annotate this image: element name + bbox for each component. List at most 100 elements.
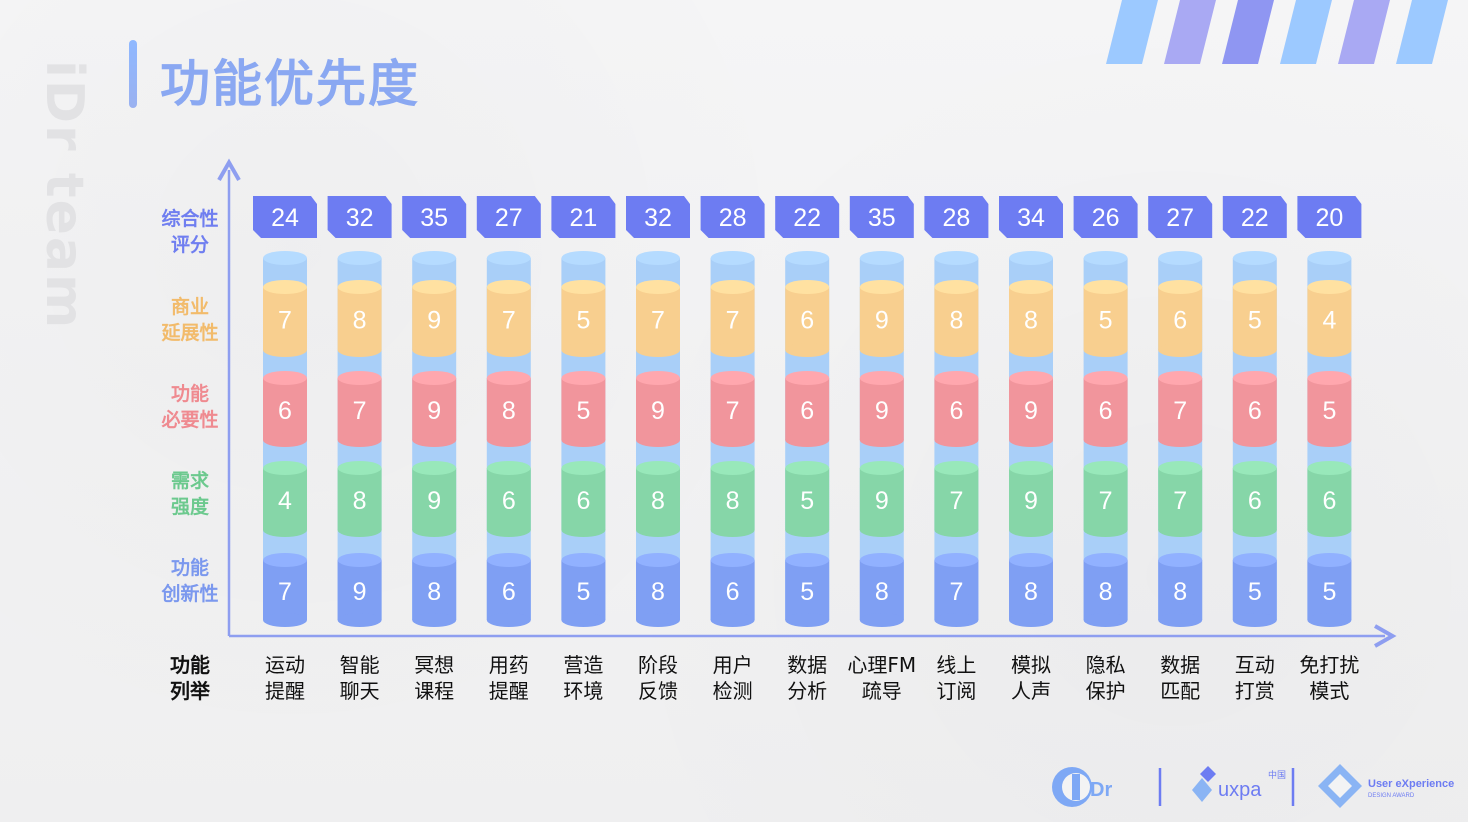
ued-logo: User eXperience DESIGN AWARD xyxy=(1318,764,1454,808)
tube-cap xyxy=(710,251,755,265)
footer-logos: Dr uxpa 中国 User eXperience DESIGN AWARD xyxy=(1052,764,1454,808)
necessity-value: 9 xyxy=(875,397,889,425)
necessity-segment-top xyxy=(337,371,382,385)
innovation-segment-top xyxy=(263,553,307,567)
necessity-segment-top xyxy=(785,371,830,385)
demand-value: 8 xyxy=(651,487,665,515)
demand-segment xyxy=(412,468,457,530)
column-10: 34 8 9 9 8 xyxy=(999,196,1063,627)
tube-cap xyxy=(1158,251,1203,265)
score-label: 35 xyxy=(868,204,896,232)
feature-name-line: 检测 xyxy=(712,679,753,703)
commercial-value: 7 xyxy=(278,307,292,335)
commercial-segment-top xyxy=(412,280,457,294)
innovation-segment-bottom xyxy=(859,613,904,627)
necessity-segment xyxy=(561,378,606,440)
tube-cap xyxy=(337,251,382,265)
column-7: 22 6 6 5 5 xyxy=(775,196,840,627)
feature-name: 数据 匹配 xyxy=(1135,652,1225,704)
demand-segment xyxy=(1307,468,1352,530)
tube-cap xyxy=(785,251,830,265)
necessity-segment-top xyxy=(859,371,904,385)
demand-value: 4 xyxy=(278,487,292,515)
necessity-segment-bottom xyxy=(561,433,606,447)
commercial-segment-bottom xyxy=(1158,343,1203,357)
commercial-segment xyxy=(636,287,680,350)
necessity-segment xyxy=(337,378,382,440)
feature-name-line: 打赏 xyxy=(1234,679,1275,703)
commercial-value: 5 xyxy=(576,307,590,335)
svg-text:DESIGN AWARD: DESIGN AWARD xyxy=(1368,793,1415,799)
score-box xyxy=(327,196,392,238)
commercial-segment xyxy=(412,287,457,350)
demand-segment-top xyxy=(561,461,606,475)
commercial-segment xyxy=(263,287,307,350)
score-box xyxy=(1222,196,1287,238)
demand-segment-bottom xyxy=(1232,523,1277,537)
feature-name-line: 模拟 xyxy=(1011,653,1051,677)
necessity-value: 6 xyxy=(278,397,292,425)
innovation-segment-bottom xyxy=(1307,613,1352,627)
feature-name-line: 聊天 xyxy=(339,679,380,703)
feature-name: 隐私 保护 xyxy=(1061,652,1151,704)
commercial-value: 8 xyxy=(949,307,963,335)
commercial-segment-bottom xyxy=(934,343,979,357)
feature-name: 冥想 课程 xyxy=(389,652,479,704)
necessity-segment-top xyxy=(412,371,457,385)
necessity-value: 5 xyxy=(576,397,590,425)
commercial-segment-top xyxy=(1232,280,1277,294)
watermark: iDr team xyxy=(34,60,94,331)
commercial-segment-bottom xyxy=(785,343,830,357)
feature-name-line: 环境 xyxy=(563,679,604,703)
commercial-segment-bottom xyxy=(1232,343,1277,357)
feature-name-line: 保护 xyxy=(1085,679,1126,703)
necessity-segment-bottom xyxy=(934,433,979,447)
feature-name-line: 阶段 xyxy=(638,653,678,677)
necessity-value: 5 xyxy=(1322,397,1336,425)
commercial-value: 6 xyxy=(1173,307,1187,335)
necessity-value: 9 xyxy=(1024,397,1038,425)
innovation-segment xyxy=(1307,560,1352,620)
innovation-segment xyxy=(710,560,755,620)
uxpa-logo: uxpa 中国 xyxy=(1192,766,1286,802)
necessity-segment xyxy=(785,378,830,440)
innovation-value: 5 xyxy=(576,578,590,606)
score-box xyxy=(849,196,914,238)
innovation-segment-top xyxy=(1232,553,1277,567)
innovation-value: 8 xyxy=(1173,578,1187,606)
demand-value: 8 xyxy=(353,487,367,515)
feature-name: 模拟 人声 xyxy=(986,652,1076,704)
innovation-segment-top xyxy=(710,553,755,567)
tube-cap xyxy=(412,251,457,265)
demand-segment-bottom xyxy=(1009,523,1053,537)
tube-cap xyxy=(859,251,904,265)
commercial-segment xyxy=(1232,287,1277,350)
row-label-commercial: 商业 延展性 xyxy=(161,296,219,344)
feature-name-line: 运动 xyxy=(265,653,305,677)
tube-cap xyxy=(1307,251,1352,265)
commercial-value: 8 xyxy=(353,307,367,335)
feature-name-line: 数据 xyxy=(1160,653,1201,677)
demand-segment-bottom xyxy=(263,523,307,537)
innovation-value: 7 xyxy=(278,578,292,606)
innovation-value: 5 xyxy=(1322,578,1336,606)
feature-name-line: 数据 xyxy=(787,653,828,677)
demand-segment-bottom xyxy=(486,523,531,537)
innovation-segment-top xyxy=(1083,553,1128,567)
tube-cap xyxy=(1009,251,1053,265)
title-accent-bar xyxy=(129,40,137,108)
innovation-segment-top xyxy=(934,553,979,567)
feature-name: 互动 打赏 xyxy=(1210,652,1300,704)
score-box xyxy=(775,196,840,238)
innovation-segment-bottom xyxy=(561,613,606,627)
score-label: 34 xyxy=(1017,204,1045,232)
necessity-value: 7 xyxy=(353,397,367,425)
necessity-segment-bottom xyxy=(412,433,457,447)
demand-value: 7 xyxy=(1173,487,1187,515)
innovation-segment-top xyxy=(636,553,680,567)
row-label-innovation: 功能 创新性 xyxy=(161,557,219,605)
demand-segment xyxy=(486,468,531,530)
demand-segment-top xyxy=(785,461,830,475)
demand-segment-bottom xyxy=(337,523,382,537)
column-12: 27 6 7 7 8 xyxy=(1148,196,1213,627)
